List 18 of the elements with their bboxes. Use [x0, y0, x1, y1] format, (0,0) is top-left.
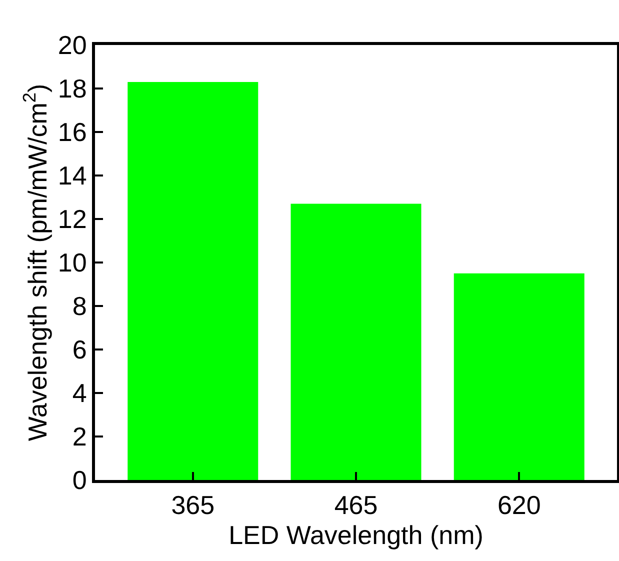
y-tick-label: 20 [58, 30, 87, 60]
y-tick-label: 10 [58, 248, 87, 278]
bar [128, 82, 258, 480]
y-tick-label: 18 [58, 74, 87, 104]
x-tick-label: 365 [171, 490, 215, 520]
y-tick-label: 8 [72, 291, 87, 322]
y-tick-label: 14 [58, 160, 87, 191]
y-tick-label: 4 [72, 378, 87, 408]
y-tick-label: 2 [72, 422, 87, 452]
y-tick-label: 16 [58, 117, 87, 148]
x-axis-title: LED Wavelength (nm) [228, 520, 484, 550]
bar [290, 204, 422, 480]
x-tick-label: 465 [334, 490, 378, 520]
y-tick-label: 12 [58, 204, 87, 234]
x-tick-label: 620 [497, 490, 541, 520]
y-tick-label: 6 [72, 334, 87, 365]
bar [454, 273, 584, 480]
y-tick-label: 0 [72, 465, 87, 496]
